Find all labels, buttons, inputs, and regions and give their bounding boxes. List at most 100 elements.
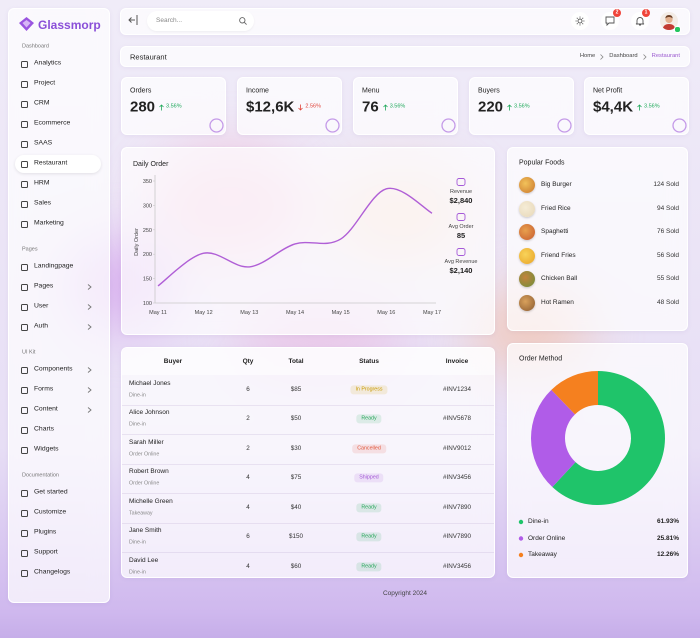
order-method: Dine-in bbox=[129, 568, 146, 575]
table-header: Total bbox=[288, 357, 304, 365]
user-avatar[interactable] bbox=[660, 12, 678, 30]
nav-item[interactable]: Ecommerce bbox=[15, 115, 101, 133]
stat-value: 76 bbox=[362, 98, 379, 116]
submenu-chevron bbox=[87, 407, 92, 413]
sun-glyph bbox=[577, 18, 583, 24]
popular-foods-card: Popular Foods Big Burger 124 Sold Fried Ric… bbox=[507, 147, 688, 331]
nav-icon bbox=[21, 100, 28, 108]
nav-item[interactable]: Restaurant bbox=[15, 155, 101, 173]
row-divider bbox=[122, 463, 494, 465]
stat-label: Menu bbox=[362, 87, 380, 95]
breadcrumb-item[interactable]: Dashboard bbox=[609, 52, 638, 59]
stat-label: Income bbox=[246, 87, 269, 95]
summary-value: $2,840 bbox=[450, 196, 473, 205]
nav-item[interactable]: HRM bbox=[15, 175, 101, 193]
nav-item[interactable]: Customize bbox=[15, 504, 101, 522]
nav-item[interactable]: Components bbox=[15, 361, 101, 379]
nav-item[interactable]: Support bbox=[15, 544, 101, 562]
nav-item[interactable]: SAAS bbox=[15, 135, 101, 153]
stat-label: Buyers bbox=[478, 87, 500, 95]
theme-toggle[interactable] bbox=[571, 12, 589, 30]
nav-icon bbox=[21, 60, 28, 68]
submenu-chevron bbox=[87, 324, 92, 330]
food-name: Fried Rice bbox=[541, 204, 571, 212]
nav-item[interactable]: Forms bbox=[15, 381, 101, 399]
table-row[interactable]: Alice Johnson Dine-in 2 $50 Ready #INV5678 bbox=[122, 405, 494, 434]
table-row[interactable]: Robert Brown Order Online 4 $75 Shipped #INV3… bbox=[122, 464, 494, 493]
order-method: Dine-in bbox=[129, 391, 146, 398]
food-sold: 48 Sold bbox=[656, 298, 679, 306]
stat-decoration bbox=[672, 118, 687, 133]
nav-label: Components bbox=[34, 365, 73, 373]
search-box[interactable]: Search... bbox=[147, 11, 254, 31]
table-row[interactable]: Michelle Green Takeaway 4 $40 Ready #INV7890 bbox=[122, 493, 494, 522]
table-row[interactable]: Michael Jones Dine-in 6 $85 In Progress #INV1… bbox=[122, 375, 494, 404]
nav-item[interactable]: Widgets bbox=[15, 441, 101, 459]
nav-item[interactable]: User bbox=[15, 298, 101, 316]
nav-label: Content bbox=[34, 405, 58, 413]
invoice-cell: #INV1234 bbox=[442, 385, 472, 393]
search-placeholder: Search... bbox=[156, 16, 183, 24]
nav-item[interactable]: Marketing bbox=[15, 215, 101, 233]
legend-dot bbox=[518, 536, 524, 541]
decor-shape bbox=[672, 118, 687, 133]
nav-item[interactable]: CRM bbox=[15, 95, 101, 113]
buyer-name: Robert Brown bbox=[129, 467, 169, 475]
decor-shape bbox=[441, 118, 456, 133]
qty-cell: 4 bbox=[246, 562, 250, 570]
summary-value: $2,140 bbox=[450, 266, 473, 275]
breadcrumb-separator bbox=[642, 53, 647, 60]
count-badge-text: 1 bbox=[644, 9, 648, 16]
nav-label: Marketing bbox=[34, 219, 64, 227]
nav-item[interactable]: Content bbox=[15, 401, 101, 419]
food-image bbox=[519, 295, 535, 311]
legend-value: 12.26% bbox=[656, 550, 679, 558]
online-dot bbox=[674, 26, 681, 33]
sidebar-section-title: Dashboard bbox=[22, 43, 49, 50]
submenu-chevron bbox=[87, 387, 92, 393]
messages-button-icon bbox=[605, 16, 615, 27]
summary-label: Avg Order bbox=[449, 224, 474, 230]
nav-item[interactable]: Analytics bbox=[15, 55, 101, 73]
table-row[interactable]: Sarah Miller Order Online 2 $30 Cancelled #IN… bbox=[122, 434, 494, 463]
y-tick-label: 150 bbox=[143, 277, 152, 283]
nav-item[interactable]: Pages bbox=[15, 278, 101, 296]
nav-icon bbox=[21, 549, 28, 557]
search-icon bbox=[239, 17, 247, 25]
count-badge-text: 2 bbox=[615, 9, 619, 16]
stat-change: 2.56% bbox=[305, 103, 321, 110]
nav-item[interactable]: Landingpage bbox=[15, 258, 101, 276]
nav-item[interactable]: Plugins bbox=[15, 524, 101, 542]
nav-label: Auth bbox=[34, 322, 48, 330]
nav-item[interactable]: Project bbox=[15, 75, 101, 93]
nav-item[interactable]: Changelogs bbox=[15, 564, 101, 582]
x-tick-label: May 14 bbox=[286, 310, 304, 316]
trend-arrow bbox=[382, 104, 388, 110]
avatar-image bbox=[662, 15, 676, 30]
nav-label: Support bbox=[34, 548, 58, 556]
brand-logo bbox=[19, 17, 34, 31]
status-badge: Ready bbox=[356, 502, 382, 513]
table-row[interactable]: David Lee Dine-in 4 $60 Ready #INV3456 bbox=[122, 552, 494, 581]
table-header-row bbox=[122, 348, 494, 375]
qty-cell: 2 bbox=[246, 444, 250, 452]
x-tick-label: May 16 bbox=[377, 310, 395, 316]
bell-glyph bbox=[635, 17, 645, 26]
nav-item[interactable]: Auth bbox=[15, 318, 101, 336]
stat-value-row: 76 3.56% bbox=[362, 100, 405, 115]
qty-cell: 4 bbox=[246, 503, 250, 511]
daily-order-card: Daily Order Daily Order 100 150 200 250 300 350… bbox=[121, 147, 495, 335]
stat-value: 280 bbox=[130, 98, 156, 116]
legend-value: 61.93% bbox=[656, 517, 679, 525]
invoice-cell: #INV9012 bbox=[442, 444, 472, 452]
collapse-button[interactable] bbox=[128, 15, 138, 25]
nav-item[interactable]: Sales bbox=[15, 195, 101, 213]
breadcrumb-item[interactable]: Home bbox=[579, 52, 596, 59]
food-image bbox=[519, 200, 535, 217]
stat-label: Net Profit bbox=[593, 87, 623, 95]
nav-item[interactable]: Get started bbox=[15, 484, 101, 502]
stat-decoration bbox=[209, 118, 224, 133]
nav-item[interactable]: Charts bbox=[15, 421, 101, 439]
table-row[interactable]: Jane Smith Dine-in 6 $150 Ready #INV7890 bbox=[122, 523, 494, 552]
qty-cell: 6 bbox=[246, 385, 250, 393]
